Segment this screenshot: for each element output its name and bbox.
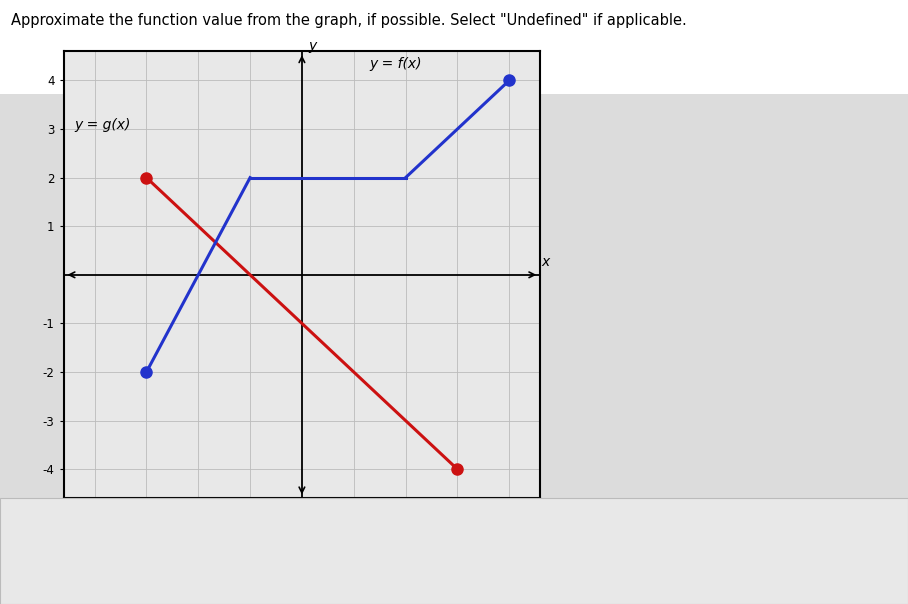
Text: y = g(x): y = g(x) (74, 118, 131, 132)
Text: $f$: $f$ (175, 537, 186, 555)
Text: Approximate the function value from the graph, if possible. Select "Undefined" i: Approximate the function value from the … (11, 13, 686, 28)
Text: The value of: The value of (35, 537, 143, 555)
Text: $(0)$: $(0)$ (195, 536, 220, 556)
Text: y = f(x): y = f(x) (370, 57, 422, 71)
Text: .: . (309, 542, 315, 561)
FancyBboxPatch shape (345, 509, 581, 593)
Bar (275, 517, 304, 585)
Text: is: is (246, 537, 260, 555)
Text: x: x (541, 255, 549, 269)
Text: Undefined: Undefined (424, 538, 502, 553)
Text: y: y (308, 39, 316, 53)
